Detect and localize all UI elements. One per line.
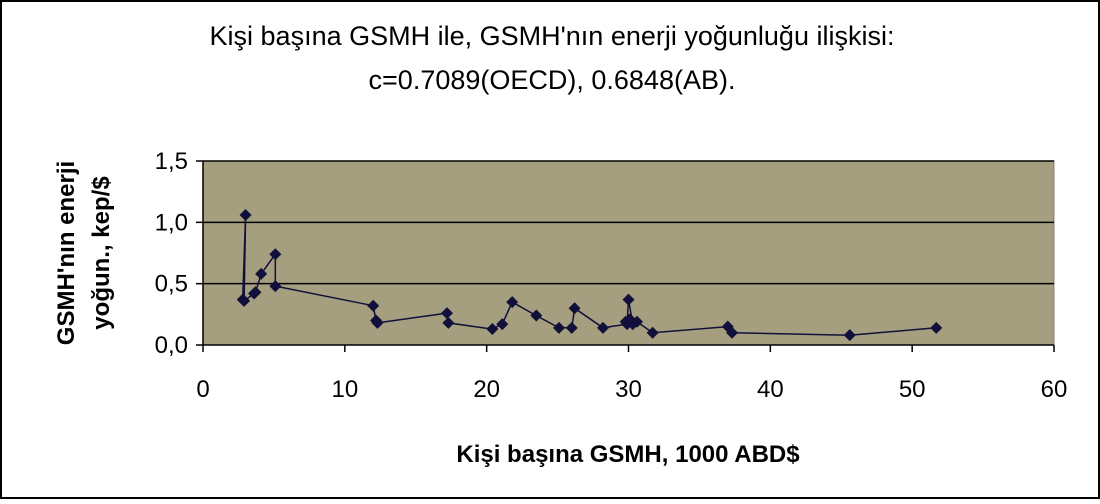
data-point-6 (269, 248, 282, 261)
plot-area (202, 160, 1055, 346)
data-point-2 (238, 294, 251, 307)
y-tick-label-1: 0,5 (155, 271, 188, 298)
x-tick-label-6: 60 (1041, 376, 1068, 403)
y-tick-label-3: 1,5 (155, 148, 188, 175)
y-axis-tick-labels: 0,0 0,5 1,0 1,5 (155, 148, 188, 359)
x-tick-label-4: 40 (757, 376, 784, 403)
data-point-31 (930, 321, 943, 334)
data-point-8 (367, 299, 380, 312)
data-point-20 (596, 321, 609, 334)
data-point-19 (568, 302, 581, 315)
data-point-16 (530, 309, 543, 322)
x-tick-label-3: 30 (615, 376, 642, 403)
x-tick-label-1: 10 (331, 376, 358, 403)
x-axis-tick-labels: 0 10 20 30 40 50 60 (196, 376, 1067, 403)
x-axis-title: Kişi başına GSMH, 1000 ABD$ (456, 441, 800, 468)
data-point-15 (506, 296, 519, 309)
data-point-7 (269, 280, 282, 293)
data-point-1 (239, 208, 252, 221)
x-tick-label-0: 0 (196, 376, 209, 403)
data-point-14 (496, 318, 509, 331)
data-point-30 (843, 329, 856, 342)
y-axis-title-line-1: GSMH'nın enerji (53, 161, 80, 345)
data-point-29 (726, 326, 739, 339)
data-point-27 (646, 326, 659, 339)
gridlines (203, 160, 1054, 285)
data-point-5 (255, 267, 268, 280)
chart-title: Kişi başına GSMH ile, GSMH'nın enerji yo… (210, 21, 895, 51)
y-tick-label-2: 1,0 (155, 209, 188, 236)
chart-subtitle: c=0.7089(OECD), 0.6848(AB). (369, 65, 736, 95)
x-tick-label-2: 20 (473, 376, 500, 403)
y-tick-label-0: 0,0 (155, 332, 188, 359)
series-markers (236, 208, 943, 342)
data-point-25 (619, 315, 632, 328)
data-point-12 (442, 316, 455, 329)
y-axis-title: GSMH'nın enerji yoğun., kep/$ (53, 161, 115, 345)
axes (196, 160, 1055, 352)
x-tick-label-5: 50 (899, 376, 926, 403)
data-point-26 (631, 315, 644, 328)
data-point-13 (486, 323, 499, 336)
data-point-11 (440, 307, 453, 320)
data-point-4 (249, 286, 262, 299)
data-point-10 (371, 316, 384, 329)
data-point-22 (622, 293, 635, 306)
data-point-17 (553, 321, 566, 334)
y-axis-title-line-2: yoğun., kep/$ (88, 176, 115, 330)
data-point-18 (565, 321, 578, 334)
